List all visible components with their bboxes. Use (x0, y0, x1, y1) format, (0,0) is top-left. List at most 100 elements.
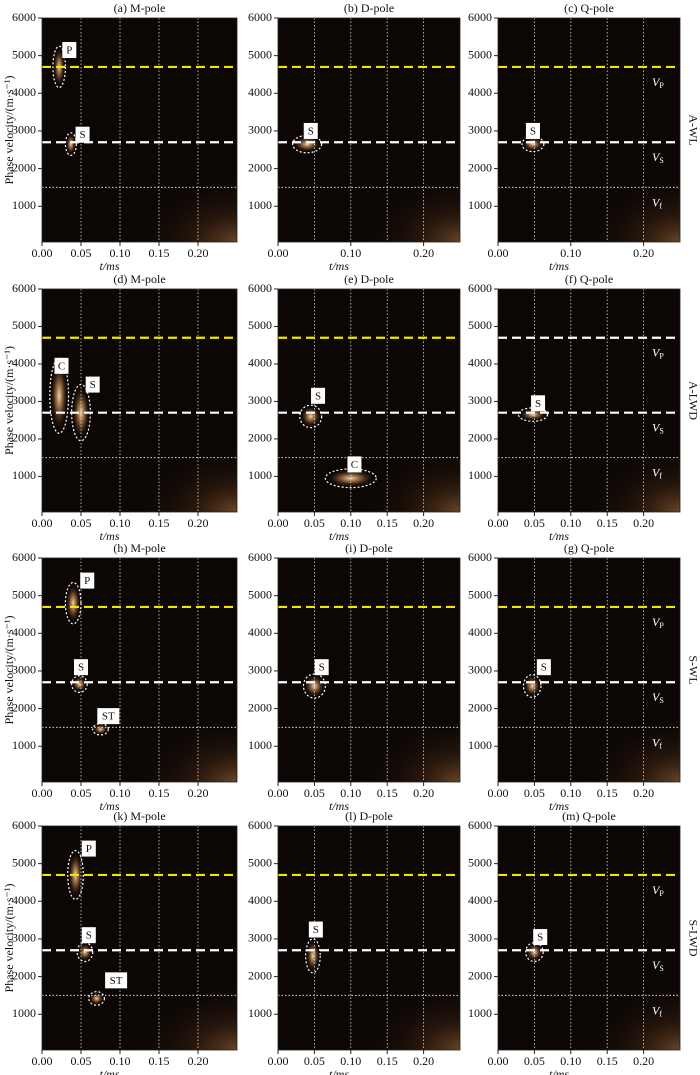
panel-title: (a) M-pole (114, 1, 166, 15)
y-tick-label: 5000 (248, 318, 272, 332)
y-tick-label: 1000 (12, 738, 36, 752)
annotation-label: ST (102, 711, 115, 723)
x-tick-label: 0.15 (377, 786, 398, 800)
y-tick-label: 1000 (468, 468, 492, 482)
x-tick-label: 0.20 (413, 516, 434, 530)
panel-title: (f) Q-pole (565, 272, 613, 286)
plot-area (42, 826, 237, 1050)
annotation-box (81, 840, 96, 857)
y-tick-label: 3000 (248, 931, 272, 945)
plot-frame (497, 17, 681, 243)
plot-area (498, 289, 680, 512)
y-tick-label: 2000 (12, 160, 36, 174)
reference-symbol: V (652, 75, 661, 89)
y-tick-label: 2000 (248, 968, 272, 982)
reference-subscript: f (659, 1009, 662, 1018)
annotation-box (308, 921, 323, 938)
plot-area (278, 558, 460, 782)
plot-frame (277, 17, 461, 243)
y-tick-label: 3000 (248, 663, 272, 677)
y-tick-label: 4000 (468, 893, 492, 907)
annotation-ellipse (71, 675, 88, 694)
plot-area (498, 18, 680, 242)
x-tick-label: 0.20 (188, 786, 209, 800)
y-tick-label: 2000 (12, 968, 36, 982)
y-tick-label: 5000 (248, 47, 272, 61)
y-tick-label: 3000 (468, 393, 492, 407)
x-tick-label: 0.20 (188, 516, 209, 530)
reference-subscript: S (659, 964, 663, 973)
panel-title: (g) Q-pole (564, 541, 614, 555)
corner-glow (579, 174, 680, 242)
x-tick-label: 0.15 (597, 516, 618, 530)
y-tick-label: 4000 (12, 85, 36, 99)
x-tick-label: 0.15 (377, 1054, 398, 1068)
y-tick-label: 1000 (12, 198, 36, 212)
annotation-box (314, 659, 329, 676)
energy-blob (306, 940, 320, 972)
x-tick-label: 0.15 (597, 1054, 618, 1068)
x-axis-label: t/ms (329, 799, 349, 813)
plot-frame (41, 17, 238, 243)
x-tick-label: 0.20 (633, 516, 654, 530)
annotation-ellipse (299, 404, 323, 429)
y-tick-label: 5000 (248, 587, 272, 601)
y-axis-label: Phase velocity/(m·s⁻¹) (2, 616, 16, 725)
y-tick-label: 4000 (248, 85, 272, 99)
y-tick-label: 3000 (468, 663, 492, 677)
energy-blob (72, 676, 87, 692)
annotation-label: S (79, 129, 85, 141)
y-tick-label: 5000 (12, 587, 36, 601)
panel-title: (b) D-pole (344, 1, 394, 15)
x-tick-label: 0.10 (340, 786, 361, 800)
x-axis-label: t/ms (329, 259, 349, 273)
plot-area (278, 826, 460, 1050)
y-tick-label: 2000 (468, 160, 492, 174)
reference-label: VP (652, 345, 664, 360)
plot-frame (277, 557, 461, 783)
energy-blob (66, 584, 81, 622)
x-tick-label: 0.00 (488, 516, 509, 530)
y-tick-label: 6000 (12, 818, 36, 832)
x-tick-label: 0.20 (633, 246, 654, 260)
annotation-box (97, 708, 120, 725)
annotation-label: P (86, 843, 92, 855)
panel: S C (e) D-pole 1000 2000 3000 4000 5000 6000 0.00… (248, 272, 461, 543)
y-tick-label: 6000 (12, 281, 36, 295)
annotation-label: C (58, 360, 65, 372)
x-axis-label: t/ms (99, 529, 119, 543)
reference-subscript: P (659, 352, 664, 361)
x-tick-label: 0.15 (149, 786, 170, 800)
annotation-ellipse (522, 674, 542, 698)
x-tick-label: 0.10 (110, 1054, 131, 1068)
x-tick-label: 0.10 (340, 1054, 361, 1068)
energy-blob (89, 992, 104, 1005)
reference-subscript: f (659, 471, 662, 480)
annotation-box (311, 387, 326, 404)
energy-blob (304, 675, 325, 697)
annotation-box (536, 659, 551, 676)
annotation-label: S (78, 662, 84, 674)
reference-symbol: V (652, 150, 661, 164)
reference-subscript: S (659, 427, 663, 436)
annotation-ellipse (517, 407, 549, 422)
annotation-box (303, 122, 318, 139)
reference-symbol: V (652, 883, 661, 897)
x-tick-label: 0.10 (340, 246, 361, 260)
y-tick-label: 4000 (12, 625, 36, 639)
reference-subscript: f (659, 741, 662, 750)
energy-blob (65, 133, 76, 155)
annotation-label: S (319, 662, 325, 674)
reference-subscript: f (659, 201, 662, 210)
y-tick-label: 5000 (468, 47, 492, 61)
x-tick-label: 0.00 (268, 1054, 289, 1068)
panel: P S ST (k) M-pole 1000 2000 3000 4000 5000 6000 0.… (2, 809, 238, 1075)
reference-symbol: V (652, 735, 661, 749)
x-tick-label: 0.05 (71, 1054, 92, 1068)
y-tick-label: 5000 (248, 855, 272, 869)
annotation-box (347, 456, 362, 473)
plot-frame (497, 557, 681, 783)
x-tick-label: 0.20 (413, 1054, 434, 1068)
y-tick-label: 4000 (468, 85, 492, 99)
